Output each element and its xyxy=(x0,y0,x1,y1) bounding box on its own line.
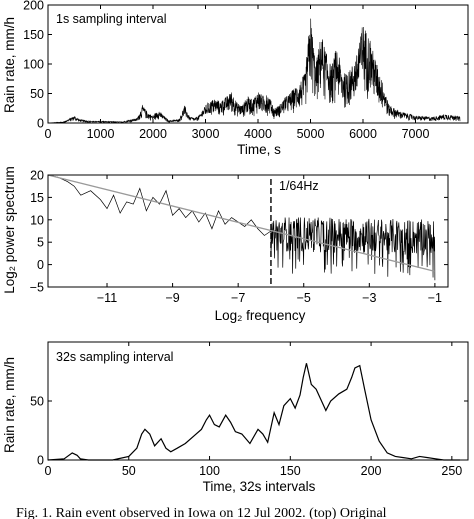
panel-middle-y-axis-label: Log₂ power spectrum xyxy=(2,166,17,294)
x-tick-label: −3 xyxy=(362,291,376,305)
y-tick-label: 0 xyxy=(37,454,44,468)
y-tick-label: −5 xyxy=(30,281,44,295)
panel-middle-annotation: 1/64Hz xyxy=(279,179,319,193)
x-tick-label: −9 xyxy=(165,291,179,305)
panel-middle-ticks: −11 −9 −7 −5 −3 −1 −5 0 5 10 15 20 xyxy=(30,169,448,305)
x-tick-label: −5 xyxy=(297,291,311,305)
y-tick-label: 15 xyxy=(30,191,44,205)
panel-middle: −11 −9 −7 −5 −3 −1 −5 0 5 10 15 20 1/64Hz Log₂ freq… xyxy=(2,166,449,323)
x-tick-label: 1000 xyxy=(87,127,115,141)
panel-middle-series xyxy=(47,174,436,287)
panel-middle-axes-box xyxy=(47,174,449,288)
x-tick-label: 100 xyxy=(199,464,220,478)
y-tick-label: 0 xyxy=(37,258,44,272)
x-tick-label: 7000 xyxy=(402,127,430,141)
rain-rate-32s-series xyxy=(47,363,460,461)
x-tick-label: 3000 xyxy=(192,127,220,141)
panel-bottom-annotation: 32s sampling interval xyxy=(56,350,173,364)
panel-bottom: 0 50 100 150 200 250 0 50 32s sampling interval… xyxy=(2,341,469,494)
x-tick-label: 200 xyxy=(361,464,382,478)
spectrum-fit-line xyxy=(47,174,436,272)
x-tick-label: 5000 xyxy=(297,127,325,141)
panel-bottom-ticks: 0 50 100 150 200 250 0 50 xyxy=(30,342,468,478)
y-tick-label: 0 xyxy=(37,117,44,131)
x-tick-label: 2000 xyxy=(139,127,167,141)
x-tick-label: −1 xyxy=(428,291,442,305)
panel-bottom-series xyxy=(47,363,460,461)
y-tick-label: 200 xyxy=(23,0,44,13)
power-spectrum-series xyxy=(47,174,436,281)
x-tick-label: −7 xyxy=(231,291,245,305)
y-tick-label: 20 xyxy=(30,169,44,183)
panel-top-x-axis-label: Time, s xyxy=(237,142,281,157)
x-tick-label: 4000 xyxy=(244,127,272,141)
panel-top-y-axis-label: Rain rate, mm/h xyxy=(2,17,17,113)
panel-middle-x-axis-label: Log₂ frequency xyxy=(215,308,306,323)
y-tick-label: 10 xyxy=(30,213,44,227)
panel-top-annotation: 1s sampling interval xyxy=(56,12,166,26)
y-tick-label: 150 xyxy=(23,28,44,42)
panel-bottom-y-axis-label: Rain rate, mm/h xyxy=(2,357,17,453)
panel-top-series xyxy=(47,18,461,124)
x-tick-label: −11 xyxy=(97,291,117,305)
figure-caption: Fig. 1. Rain event observed in Iowa on 1… xyxy=(16,506,387,519)
panel-bottom-x-axis-label: Time, 32s intervals xyxy=(203,479,316,494)
y-tick-label: 50 xyxy=(30,395,44,409)
x-tick-label: 0 xyxy=(45,464,52,478)
y-tick-label: 5 xyxy=(37,236,44,250)
panel-top: 0 1000 2000 3000 4000 5000 6000 7000 0 50 100 150 20… xyxy=(2,0,469,157)
panel-top-ticks: 0 1000 2000 3000 4000 5000 6000 7000 0 50 100 150 20… xyxy=(23,0,468,141)
y-tick-label: 50 xyxy=(30,87,44,101)
x-tick-label: 6000 xyxy=(349,127,377,141)
y-tick-label: 100 xyxy=(23,58,44,72)
x-tick-label: 50 xyxy=(122,464,136,478)
rain-rate-1s-series xyxy=(47,18,461,124)
x-tick-label: 250 xyxy=(441,464,462,478)
x-tick-label: 0 xyxy=(45,127,52,141)
x-tick-label: 150 xyxy=(280,464,301,478)
